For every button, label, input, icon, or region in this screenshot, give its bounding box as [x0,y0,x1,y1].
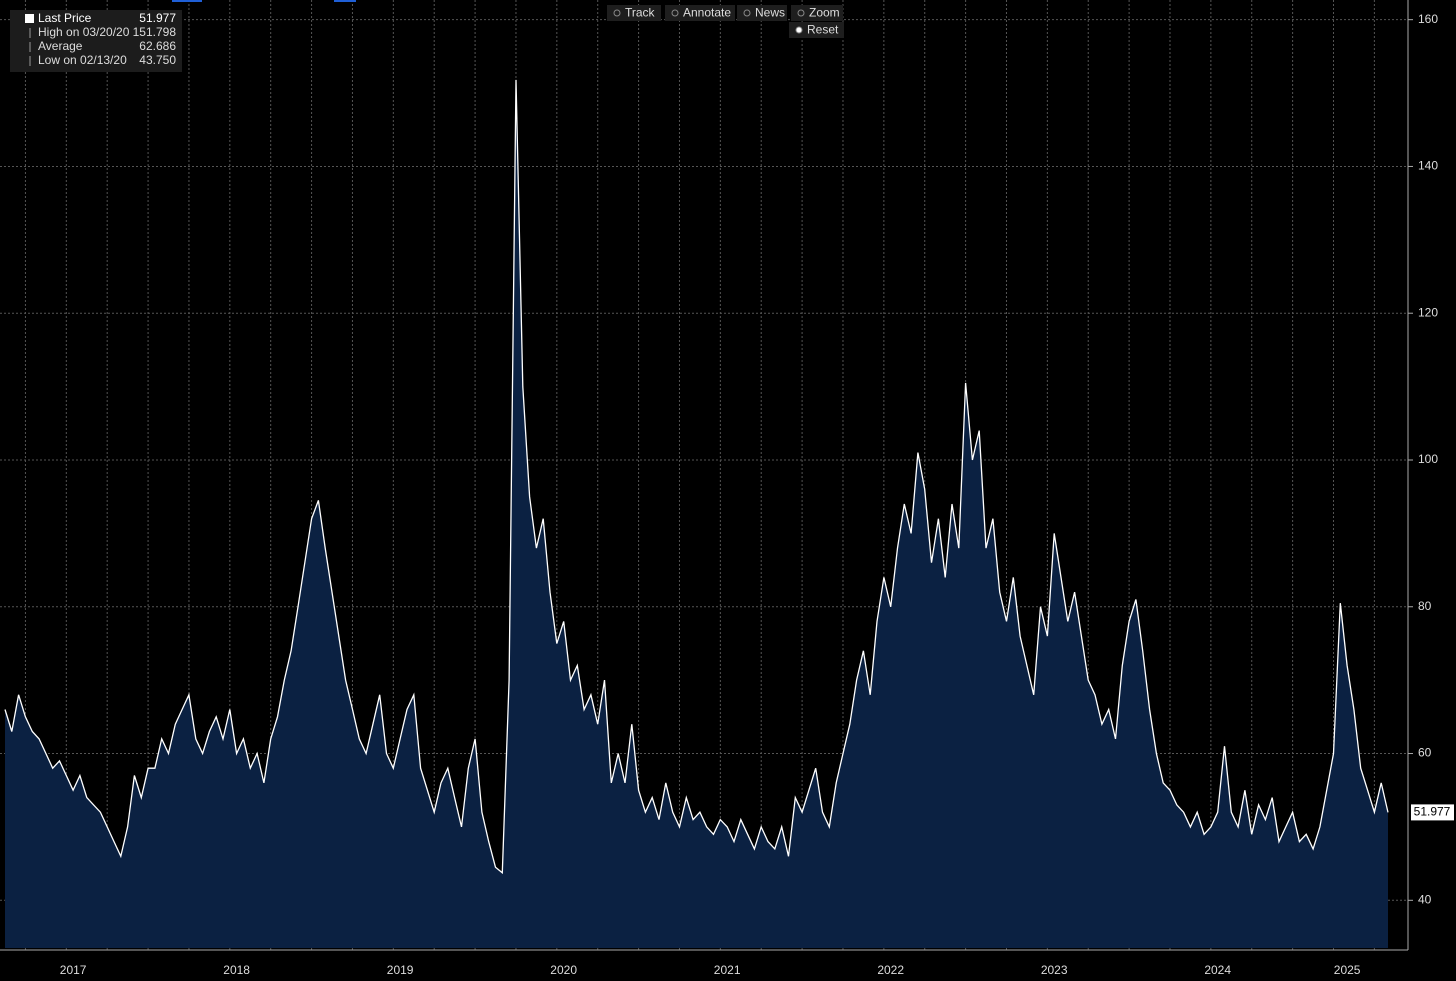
y-tick-label: 80 [1418,599,1432,613]
tab-marker [334,0,356,2]
toolbar-label[interactable]: Zoom [809,6,840,20]
y-tick-label: 40 [1418,892,1432,906]
toolbar-button[interactable] [607,5,661,21]
toolbar-icon [613,9,621,17]
legend-swatch [25,14,34,23]
toolbar-icon [671,9,679,17]
x-tick-label: 2025 [1334,963,1361,977]
line [4,79,1389,875]
x-tick-label: 2017 [60,963,87,977]
stat-label: Average [38,39,83,53]
overlay: Last Price 51.977 High on 03/20/20 151.798 A… [10,5,844,72]
tab-marker [172,0,202,2]
legend-box [10,10,182,72]
toolbar-icon [797,9,805,17]
toolbar-button[interactable] [737,5,787,21]
x-tick-label: 2019 [387,963,414,977]
toolbar-label[interactable]: Annotate [683,6,731,20]
area [5,79,1388,948]
toolbar-label[interactable]: News [755,6,785,20]
y-tick-label: 140 [1418,159,1438,173]
x-tick-label: 2021 [714,963,741,977]
legend-label: Last Price [38,11,92,25]
y-tick-label: 100 [1418,452,1438,466]
x-tick-label: 2024 [1204,963,1231,977]
toolbar-icon [743,9,751,17]
y-tick-label: 120 [1418,305,1438,319]
legend-value: 51.977 [139,11,176,25]
toolbar-label[interactable]: Track [625,6,656,20]
last-value-tag [1411,804,1454,821]
x-tick-label: 2023 [1041,963,1068,977]
x-tick-label: 2020 [550,963,577,977]
stat-label: Low on 02/13/20 [38,53,127,67]
toolbar-button[interactable] [791,5,843,21]
last-value-label: 51.977 [1414,805,1451,819]
y-tick-label: 60 [1418,746,1432,760]
x-tick-label: 2018 [223,963,250,977]
stat-value: 151.798 [133,25,177,39]
toolbar-button[interactable] [789,22,844,38]
toolbar-icon [795,26,803,34]
toolbar-label[interactable]: Reset [807,23,839,37]
x-tick-label: 2022 [877,963,904,977]
plot [4,79,1389,948]
stat-value: 62.686 [139,39,176,53]
stat-value: 43.750 [139,53,176,67]
toolbar-button[interactable] [665,5,735,21]
stat-label: High on 03/20/20 [38,25,130,39]
y-tick-label: 160 [1418,12,1438,26]
